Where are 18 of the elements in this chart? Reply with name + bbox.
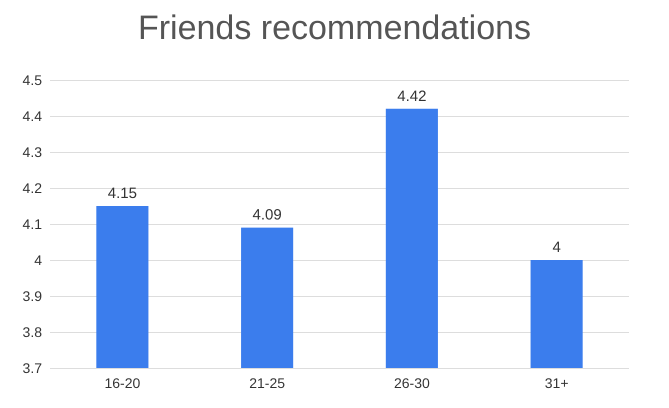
- x-tick-label: 26-30: [394, 375, 430, 391]
- data-label: 4: [552, 239, 561, 256]
- y-tick-label: 4.4: [22, 108, 42, 124]
- x-tick-label: 16-20: [104, 375, 140, 391]
- x-tick-label: 21-25: [249, 375, 286, 391]
- y-tick-label: 4.1: [22, 216, 42, 232]
- x-tick-label: 31+: [544, 375, 568, 391]
- y-tick-label: 4.2: [22, 180, 42, 196]
- data-label: 4.42: [397, 88, 426, 105]
- y-tick-label: 3.8: [22, 324, 42, 340]
- y-tick-label: 4.3: [22, 144, 42, 160]
- y-tick-label: 4: [34, 252, 42, 268]
- y-tick-label: 4.5: [22, 72, 42, 88]
- y-tick-label: 3.7: [22, 360, 42, 376]
- data-label: 4.15: [108, 185, 137, 202]
- data-label: 4.09: [252, 206, 282, 224]
- y-tick-label: 3.9: [22, 288, 42, 304]
- chart-title: Friends recommendations: [138, 9, 532, 47]
